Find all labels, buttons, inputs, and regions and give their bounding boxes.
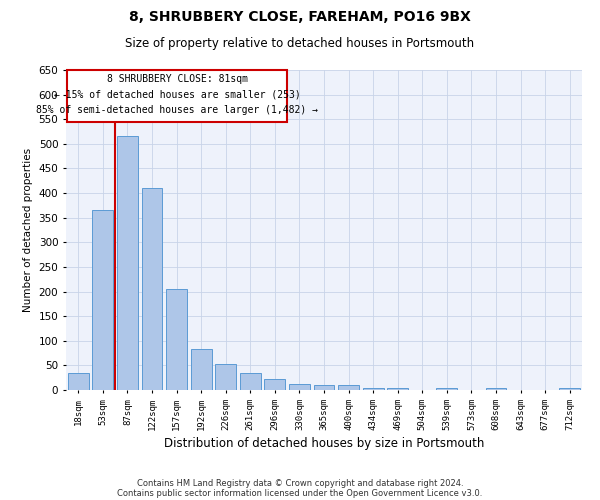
Bar (68, 373, 89, 390)
Bar (338, 385, 359, 390)
Bar (92, 210, 113, 390)
Bar (191, 349, 212, 390)
Bar (362, 388, 383, 390)
Text: 85% of semi-detached houses are larger (1,482) →: 85% of semi-detached houses are larger (… (36, 106, 318, 116)
Text: 8 SHRUBBERY CLOSE: 81sqm: 8 SHRUBBERY CLOSE: 81sqm (107, 74, 248, 84)
Bar (215, 364, 236, 390)
Bar (314, 385, 334, 390)
Bar (240, 373, 261, 390)
Bar (265, 379, 286, 390)
Y-axis label: Number of detached properties: Number of detached properties (23, 148, 33, 312)
Text: Size of property relative to detached houses in Portsmouth: Size of property relative to detached ho… (125, 38, 475, 51)
Bar (485, 388, 506, 390)
X-axis label: Distribution of detached houses by size in Portsmouth: Distribution of detached houses by size … (164, 437, 484, 450)
Text: 8, SHRUBBERY CLOSE, FAREHAM, PO16 9BX: 8, SHRUBBERY CLOSE, FAREHAM, PO16 9BX (129, 10, 471, 24)
Text: Contains HM Land Registry data © Crown copyright and database right 2024.: Contains HM Land Registry data © Crown c… (137, 478, 463, 488)
Bar (142, 188, 163, 390)
Bar (289, 384, 310, 390)
Bar (117, 136, 138, 390)
Bar (67, 70, 287, 122)
Bar (387, 388, 408, 390)
Bar (436, 388, 457, 390)
Text: Contains public sector information licensed under the Open Government Licence v3: Contains public sector information licen… (118, 490, 482, 498)
Bar (559, 388, 580, 390)
Text: ← 15% of detached houses are smaller (253): ← 15% of detached houses are smaller (25… (54, 90, 301, 100)
Bar (166, 289, 187, 390)
